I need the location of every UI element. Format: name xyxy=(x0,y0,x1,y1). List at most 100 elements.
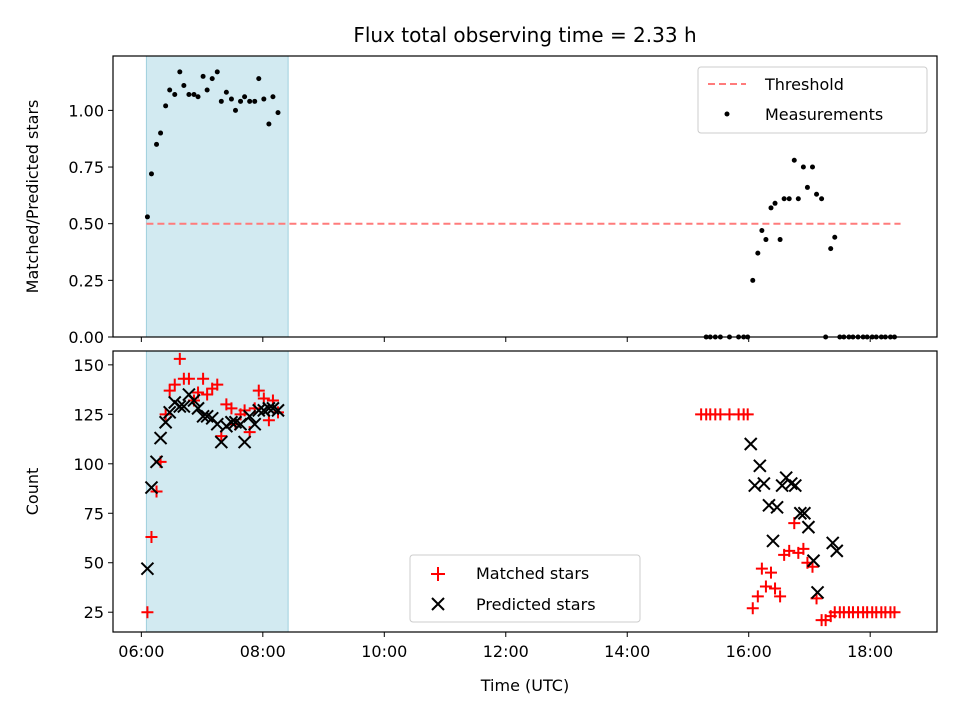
x-tick-label: 14:00 xyxy=(604,642,650,661)
measurements-point xyxy=(214,69,220,75)
measurements-point xyxy=(275,110,281,116)
legend-predicted-swatch xyxy=(431,597,445,611)
predicted-stars-point xyxy=(797,506,812,520)
matched-stars-point xyxy=(197,372,210,385)
x-tick-label: 10:00 xyxy=(361,642,407,661)
matched-stars-point xyxy=(759,580,772,593)
measurements-point xyxy=(158,130,164,136)
measurements-point xyxy=(768,205,774,211)
measurements-point xyxy=(781,196,787,202)
measurements-point xyxy=(814,191,820,197)
predicted-stars-point xyxy=(830,544,844,558)
measurements-point xyxy=(223,89,229,95)
top-y-tick-label: 0.25 xyxy=(68,271,104,290)
measurements-point xyxy=(191,92,197,98)
predicted-stars-point xyxy=(144,480,159,495)
measurements-point xyxy=(181,82,187,88)
top-panel-frame xyxy=(112,55,938,338)
bottom-y-tick-label: 75 xyxy=(84,504,104,523)
predicted-stars-point xyxy=(214,435,229,449)
legend-threshold-label: Threshold xyxy=(764,75,844,94)
measurements-point xyxy=(154,141,160,147)
predicted-stars-point xyxy=(757,476,771,491)
measurements-point xyxy=(809,164,815,170)
x-tick-label: 12:00 xyxy=(483,642,529,661)
measurements-point xyxy=(204,87,210,93)
matched-stars-point xyxy=(141,606,154,619)
matched-stars-point xyxy=(764,566,777,579)
predicted-stars-point xyxy=(177,399,191,414)
measurements-point xyxy=(777,237,783,243)
predicted-stars-point xyxy=(810,585,825,600)
matched-stars-point xyxy=(741,408,754,421)
measurements-point xyxy=(759,227,765,233)
bottom-legend: Matched stars Predicted stars xyxy=(409,554,641,623)
bottom-y-tick-label: 100 xyxy=(73,455,104,474)
matched-stars-point xyxy=(252,384,265,397)
measurements-point xyxy=(786,196,792,202)
measurements-point xyxy=(755,250,761,256)
predicted-stars-point xyxy=(770,500,784,515)
top-legend: Threshold Measurements xyxy=(697,66,928,134)
predicted-stars-point xyxy=(149,455,164,469)
predicted-stars-point xyxy=(237,435,252,449)
shaded-interval-bottom xyxy=(145,350,289,633)
x-tick-label: 18:00 xyxy=(847,642,893,661)
legend-matched-swatch xyxy=(431,567,445,581)
legend-measurements-label: Measurements xyxy=(765,105,883,124)
predicted-stars-point xyxy=(187,393,201,408)
measurements-point xyxy=(177,69,183,75)
measurements-point xyxy=(186,92,192,98)
top-y-axis-label: Matched/Predicted stars xyxy=(23,100,42,294)
matched-stars-point xyxy=(159,408,172,421)
predicted-stars-point xyxy=(162,405,177,420)
predicted-stars-point xyxy=(806,554,821,568)
measurements-point xyxy=(270,94,276,100)
measurements-point xyxy=(232,107,238,113)
predicted-stars-point xyxy=(140,561,155,576)
measurements-point xyxy=(247,98,253,104)
bottom-y-tick-label: 25 xyxy=(84,603,104,622)
x-axis-label: Time (UTC) xyxy=(480,676,569,695)
measurements-point xyxy=(795,196,801,202)
matched-stars-point xyxy=(163,384,176,397)
measurements-point xyxy=(195,94,201,100)
predicted-stars-point xyxy=(826,536,840,550)
bottom-y-axis-label: Count xyxy=(23,468,42,516)
legend-matched-label: Matched stars xyxy=(476,564,589,583)
top-panel: 0.00 0.25 0.50 0.75 1.00 Matched/Predicted s… xyxy=(23,55,938,347)
legend-measurements-swatch xyxy=(724,111,730,117)
measurements-point xyxy=(256,76,262,82)
predicted-stars-point xyxy=(242,409,257,424)
measurements-point xyxy=(800,164,806,170)
predicted-stars-point xyxy=(153,431,168,445)
matched-stars-point xyxy=(797,542,810,555)
measurements-point xyxy=(750,277,756,283)
matched-stars-point xyxy=(211,378,224,391)
measurements-point xyxy=(172,92,178,98)
bottom-y-tick-label: 50 xyxy=(84,554,104,573)
bottom-panel-frame xyxy=(112,350,938,633)
predicted-stars-point xyxy=(271,403,285,418)
predicted-stars-point xyxy=(753,459,767,473)
measurements-point xyxy=(261,96,267,102)
predicted-stars-point xyxy=(173,399,187,414)
bottom-legend-box xyxy=(409,554,641,623)
measurements-point xyxy=(228,96,234,102)
measurements-point xyxy=(163,103,169,109)
measurements-point xyxy=(238,98,244,104)
measurements-point xyxy=(242,94,248,100)
predicted-stars-point xyxy=(784,476,798,491)
chart-title: Flux total observing time = 2.33 h xyxy=(353,23,696,47)
matched-stars-point xyxy=(769,582,782,595)
matched-stars-point xyxy=(201,388,214,401)
bottom-y-tick-label: 150 xyxy=(73,356,104,375)
measurements-point xyxy=(148,171,154,177)
measurements-point xyxy=(144,214,150,220)
matched-stars-point xyxy=(145,531,158,544)
matched-stars-point xyxy=(168,378,181,391)
measurements-point xyxy=(167,87,173,93)
shaded-interval-top xyxy=(145,55,289,338)
top-y-tick-label: 1.00 xyxy=(68,101,104,120)
